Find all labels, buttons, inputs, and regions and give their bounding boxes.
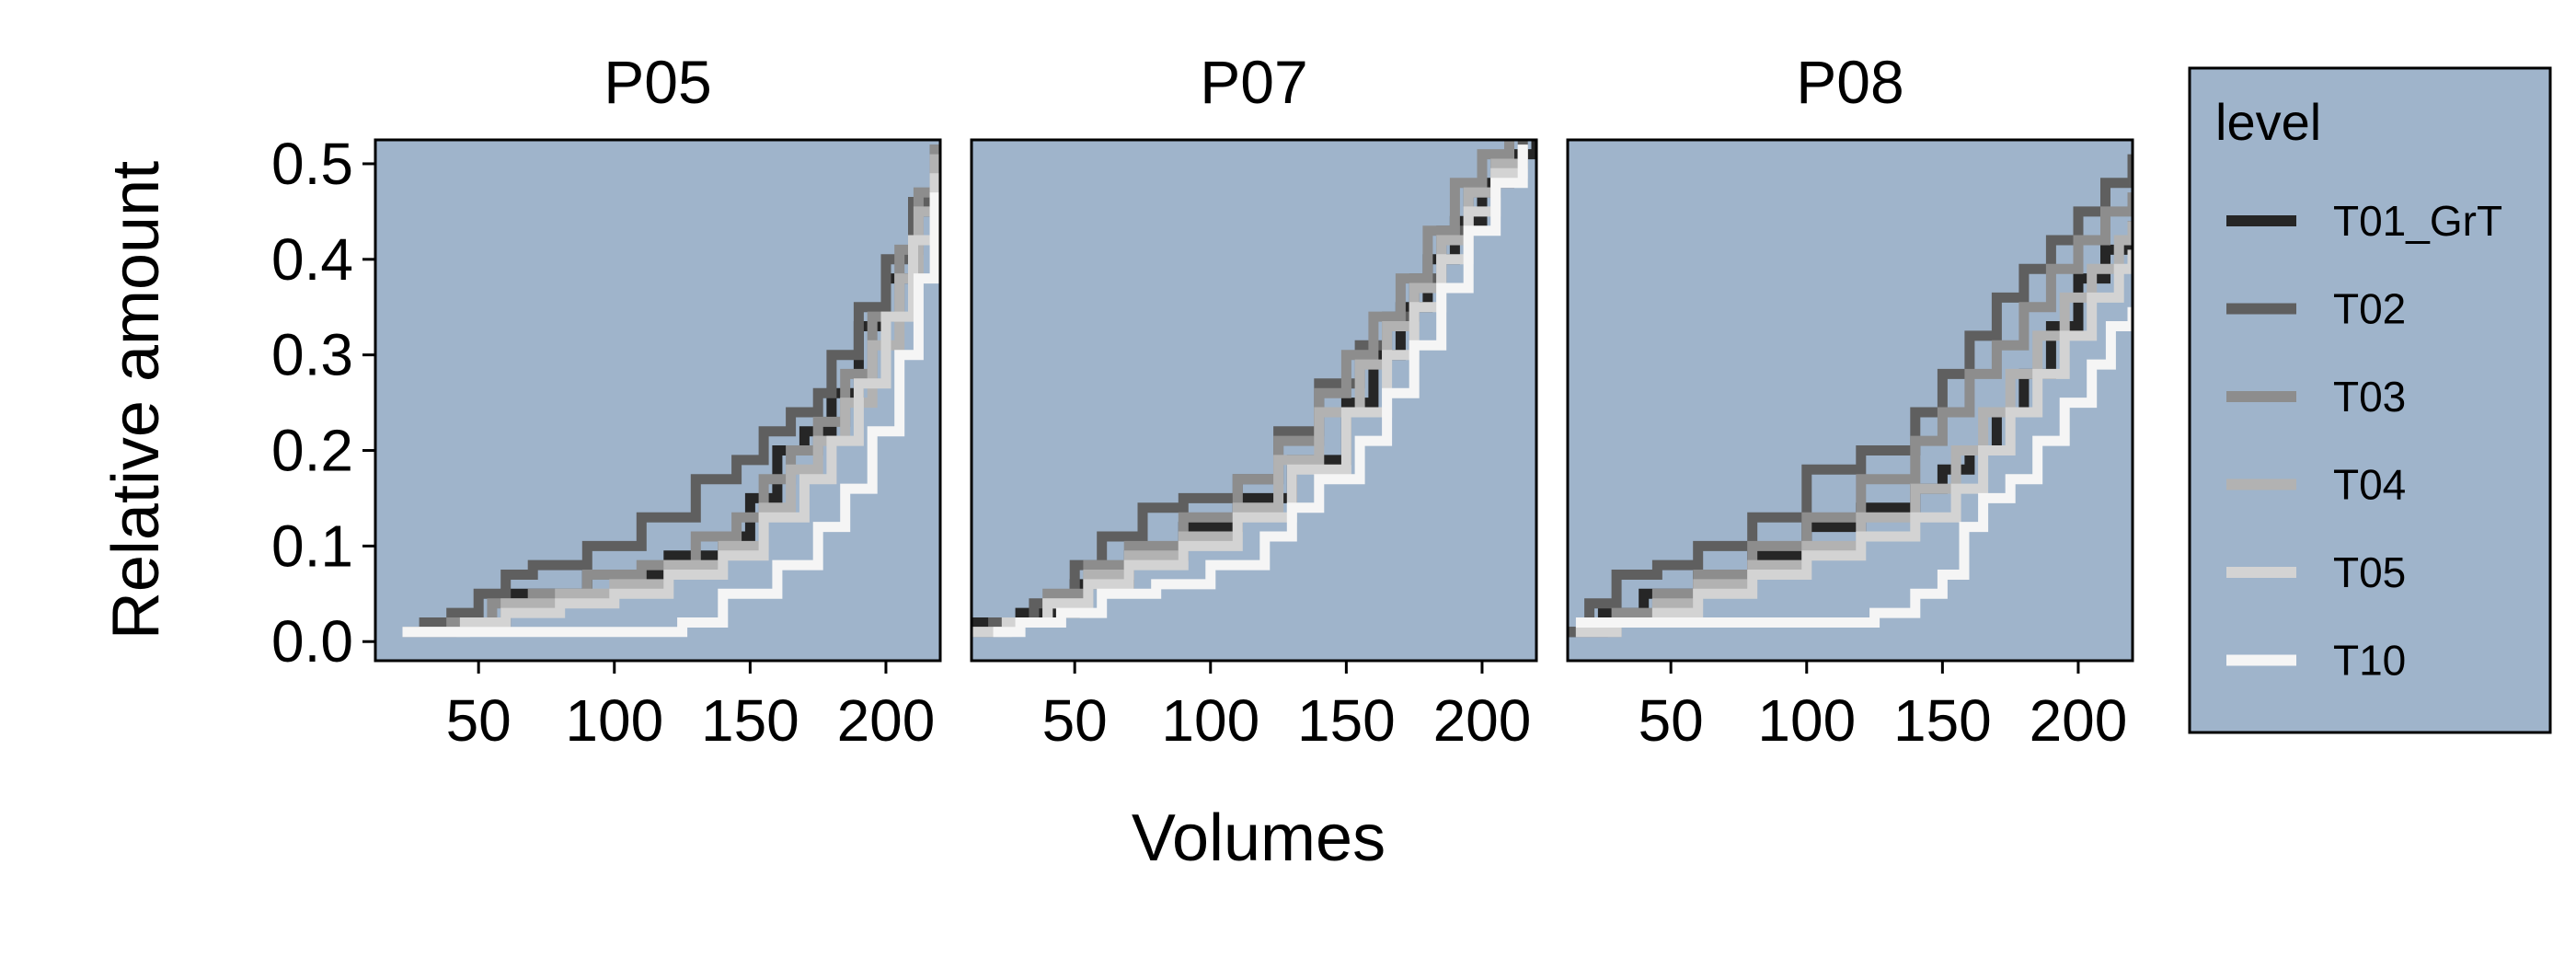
y-tick-label: 0.2 [271, 418, 353, 484]
x-tick-label: 200 [837, 687, 936, 754]
x-tick-label: 100 [1757, 687, 1856, 754]
legend-title: level [2215, 93, 2321, 151]
x-tick-label: 200 [1433, 687, 1532, 754]
facet-panel: P08 50 100 150 200 [1566, 48, 2134, 754]
legend-label: T01_GrT [2333, 197, 2502, 245]
legend-item: T03 [2226, 373, 2406, 421]
x-tick-label: 100 [565, 687, 663, 754]
legend-item: T10 [2226, 637, 2406, 685]
x-tick-label: 50 [1639, 687, 1704, 754]
facet-title: P08 [1796, 48, 1903, 116]
y-tick-label: 0.3 [271, 322, 353, 388]
series-line-t10 [993, 144, 1528, 638]
legend-item: T01_GrT [2226, 197, 2502, 245]
x-tick-label: 50 [446, 687, 512, 754]
legend-items: T01_GrT T02 T03 T04 T05 T10 [2226, 197, 2502, 685]
legend-item: T05 [2226, 548, 2406, 596]
legend-label: T03 [2333, 373, 2406, 421]
facets-layer: P05 50 100 150 200 P07 50 100 150 200 P08 50 100 150 2… [271, 48, 2134, 754]
y-axis-title: Relative amount [99, 161, 173, 640]
legend-item: T04 [2226, 461, 2406, 509]
panel-border [374, 138, 942, 663]
series-line-t05 [1575, 249, 2133, 638]
y-tick-label: 0.5 [271, 131, 353, 197]
panel-border [1566, 138, 2134, 663]
legend-label: T10 [2333, 637, 2406, 685]
x-axis-title: Volumes [1132, 801, 1386, 875]
legend-item: T02 [2226, 285, 2406, 333]
y-axis: 0.0 0.1 0.2 0.3 0.4 0.5 [271, 131, 375, 675]
series-line-t05 [402, 173, 940, 638]
x-tick-label: 100 [1161, 687, 1259, 754]
legend-label: T02 [2333, 285, 2406, 333]
series-line-t04 [402, 154, 940, 638]
panel-background [1568, 140, 2133, 661]
x-tick-label: 200 [2030, 687, 2128, 754]
facet-title: P05 [604, 48, 711, 116]
facet-title: P07 [1200, 48, 1307, 116]
x-tick-label: 150 [701, 687, 799, 754]
panel-border [970, 138, 1538, 663]
x-tick-label: 150 [1893, 687, 1992, 754]
series-line-t10 [1575, 306, 2133, 628]
legend-label: T05 [2333, 548, 2406, 596]
facet-panel: P07 50 100 150 200 [970, 48, 1538, 754]
series-line-t02 [1568, 154, 2133, 638]
y-tick-label: 0.1 [271, 513, 353, 579]
y-tick-label: 0.0 [271, 608, 353, 675]
y-tick-label: 0.4 [271, 226, 353, 293]
series-line-t02 [402, 144, 940, 638]
x-tick-label: 150 [1297, 687, 1396, 754]
series-line-t10 [402, 192, 940, 638]
x-tick-label: 50 [1042, 687, 1108, 754]
facet-panel: P05 50 100 150 200 [374, 48, 942, 754]
legend: level T01_GrT T02 T03 T04 T05 T10 [2188, 66, 2552, 734]
legend-label: T04 [2333, 461, 2406, 509]
